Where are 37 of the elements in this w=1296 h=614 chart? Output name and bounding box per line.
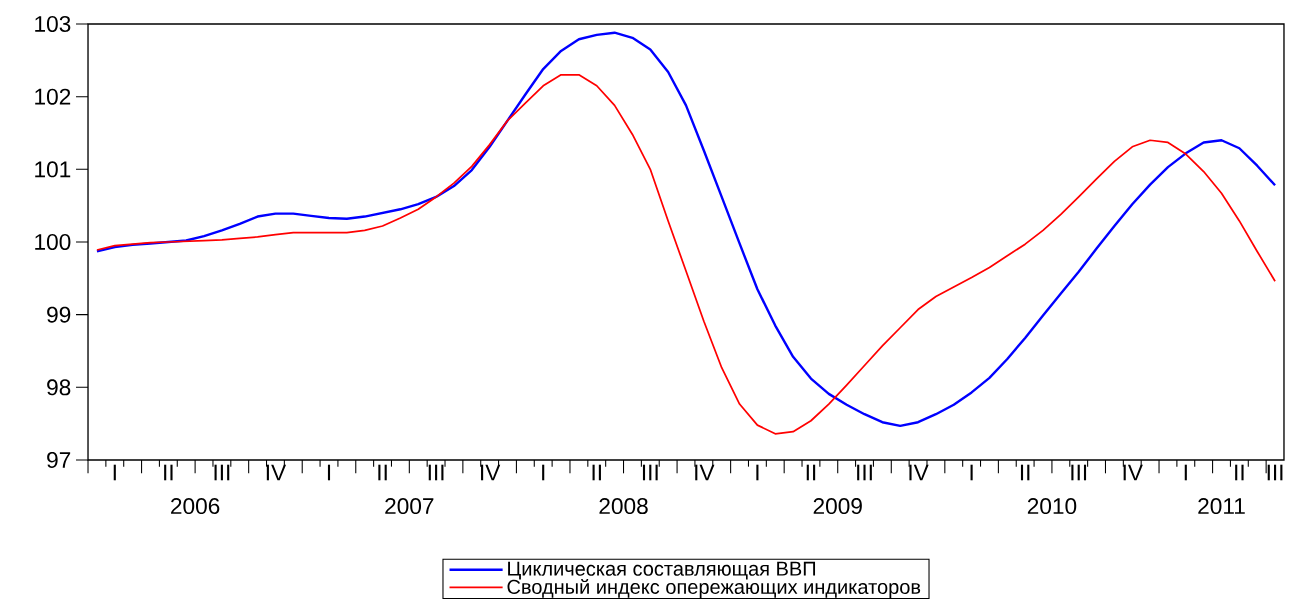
text: 2006 (171, 498, 220, 515)
text: 2009 (813, 498, 862, 515)
x-tick-label: II (1235, 464, 1244, 481)
y-tick-label: 102 (35, 88, 71, 105)
x-tick-label: III (1071, 464, 1087, 481)
x-tick-label: I (327, 464, 331, 481)
x-tick-label: IV (266, 464, 287, 481)
y-tick-label: 98 (47, 379, 71, 396)
x-tick-label: IV (481, 464, 501, 481)
x-tick-label: II (592, 464, 601, 481)
text: 2008 (599, 498, 648, 515)
text: 2007 (385, 498, 434, 515)
legend-label: Циклическая составляющая ВВП (508, 561, 816, 580)
x-tick-label: II (806, 464, 816, 481)
y-tick-label: 99 (47, 306, 71, 323)
y-tick-label: 100 (35, 233, 71, 251)
x-tick-label: III (642, 464, 658, 481)
x-tick-label: III (1267, 464, 1283, 481)
x-tick-label: III (428, 464, 444, 481)
y-tick-label: 103 (35, 15, 71, 33)
x-tick-label: III (214, 464, 230, 481)
text: 2010 (1027, 498, 1077, 515)
x-tick-label: IV (1123, 464, 1143, 481)
x-tick-label: I (970, 464, 973, 481)
x-tick-label: III (857, 464, 872, 481)
x-tick-label: I (756, 464, 759, 481)
x-tick-label: I (113, 464, 116, 481)
x-tick-label: IV (695, 464, 715, 481)
x-tick-label: II (164, 464, 173, 481)
y-tick-label: 97 (47, 451, 71, 469)
x-tick-label: IV (909, 464, 929, 481)
x-tick-label: I (542, 464, 545, 481)
y-tick-label: 101 (35, 161, 71, 178)
x-tick-label: I (1184, 464, 1187, 481)
x-tick-label: II (1020, 464, 1030, 481)
text: 2011 (1198, 498, 1245, 515)
x-tick-label: II (378, 464, 387, 481)
